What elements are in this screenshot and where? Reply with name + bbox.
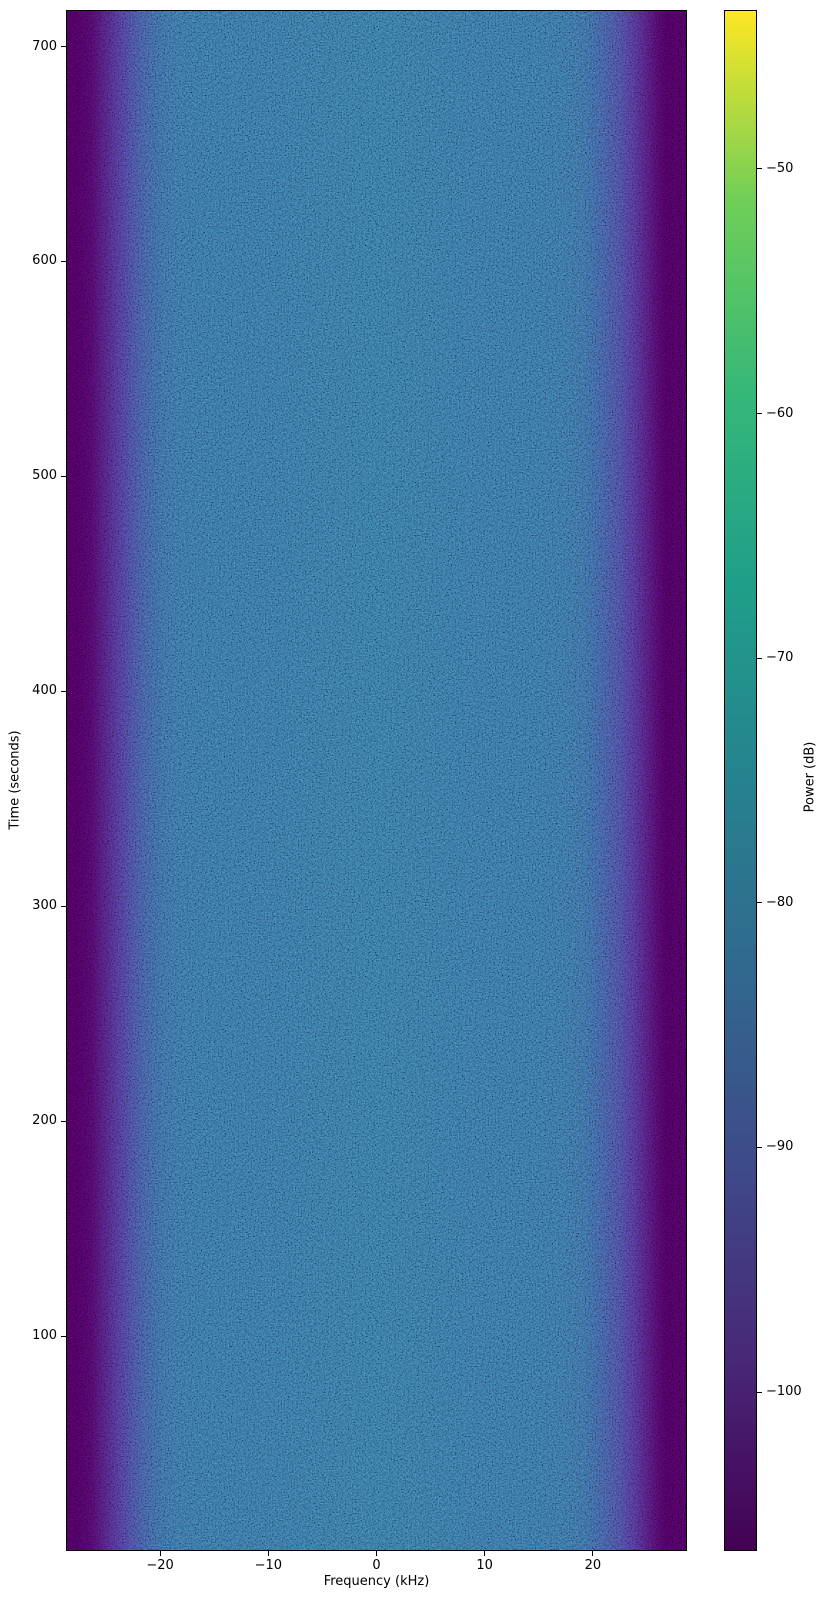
x-tick-mark	[592, 1551, 594, 1556]
colorbar-tick-mark	[757, 413, 762, 415]
x-tick-mark	[267, 1551, 269, 1556]
colorbar-tick-mark	[757, 902, 762, 904]
colorbar-tick-mark	[757, 1146, 762, 1148]
colorbar-tick-label: −60	[766, 405, 794, 421]
y-tick-mark	[61, 1335, 66, 1337]
colorbar-tick-mark	[757, 168, 762, 170]
x-tick-mark	[484, 1551, 486, 1556]
x-tick-mark	[376, 1551, 377, 1556]
colorbar	[724, 10, 757, 1551]
x-tick-label: 0	[372, 1558, 381, 1573]
colorbar-tick-mark	[757, 1391, 762, 1393]
y-tick-mark	[61, 475, 66, 477]
x-tick-label: −20	[146, 1558, 174, 1573]
spectrogram-heatmap	[66, 10, 687, 1551]
noise-texture-overlay	[67, 11, 686, 1550]
colorbar-tick-label: −70	[766, 650, 794, 666]
y-tick-mark	[61, 1120, 66, 1122]
y-tick-mark	[61, 690, 66, 692]
colorbar-tick-label: −90	[766, 1139, 794, 1155]
y-tick-label: 600	[32, 253, 57, 269]
y-tick-mark	[61, 260, 66, 262]
y-tick-label: 500	[32, 468, 57, 484]
y-tick-mark	[61, 905, 66, 907]
y-tick-label: 200	[32, 1113, 57, 1129]
y-tick-label: 100	[32, 1328, 57, 1344]
y-tick-mark	[61, 46, 66, 48]
colorbar-tick-label: −80	[766, 894, 794, 910]
x-axis-label: Frequency (kHz)	[323, 1574, 430, 1589]
x-tick-label: 20	[584, 1558, 602, 1573]
y-tick-label: 300	[32, 898, 57, 914]
colorbar-tick-label: −100	[766, 1384, 802, 1399]
y-tick-label: 400	[32, 683, 57, 699]
x-tick-label: 10	[476, 1558, 493, 1573]
x-tick-label: −10	[254, 1558, 283, 1573]
y-tick-label: 700	[32, 38, 57, 54]
colorbar-tick-label: −50	[766, 160, 794, 176]
y-axis-label: Time (seconds)	[7, 730, 23, 830]
colorbar-label: Power (dB)	[802, 741, 818, 813]
x-tick-mark	[159, 1551, 161, 1556]
colorbar-tick-mark	[757, 657, 762, 659]
